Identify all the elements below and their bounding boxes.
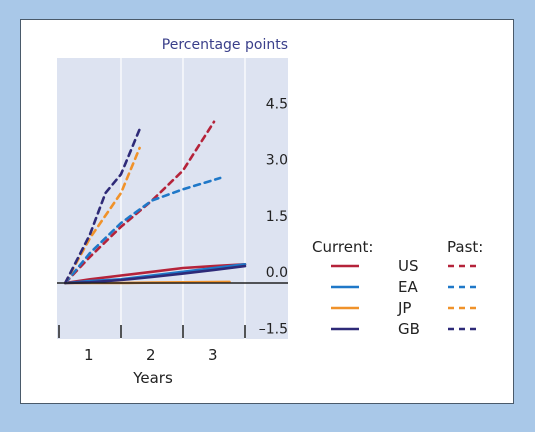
unit-label: Percentage points [162,37,288,53]
series-past-gb [63,128,141,285]
legend-past-title: Past: [447,238,483,256]
series-past-ea [63,176,222,285]
x-tick-label: 2 [146,346,156,364]
legend-current-title: Current: [312,238,373,256]
plot-area [57,58,288,339]
y-tick-label: 4.5 [266,96,288,112]
y-tick-label: 0.0 [266,265,288,281]
legend: Current: Past: US EA JP GB [312,238,483,338]
legend-label: US [398,257,419,275]
chart-frame: 1 2 3 4.5 3.0 1.5 0.0 –1.5 Percentage points Y… [20,19,514,404]
legend-label: JP [397,299,411,317]
y-axis-ticks: 4.5 3.0 1.5 0.0 –1.5 [259,96,288,337]
x-tick-label: 3 [208,346,218,364]
y-tick-label: –1.5 [259,321,288,337]
legend-rows: US EA JP GB [331,257,478,338]
y-tick-label: 1.5 [266,209,288,225]
x-tick-label: 1 [84,346,94,364]
legend-label: EA [398,278,418,296]
series-past-us [63,120,216,285]
grid [120,58,246,339]
series-current-us [63,263,247,285]
line-chart: 1 2 3 4.5 3.0 1.5 0.0 –1.5 Percentage points Y… [57,37,483,387]
x-axis-title: Years [132,369,173,387]
y-tick-label: 3.0 [266,153,288,169]
x-axis-ticks: 1 2 3 [58,325,246,364]
legend-label: GB [398,320,420,338]
